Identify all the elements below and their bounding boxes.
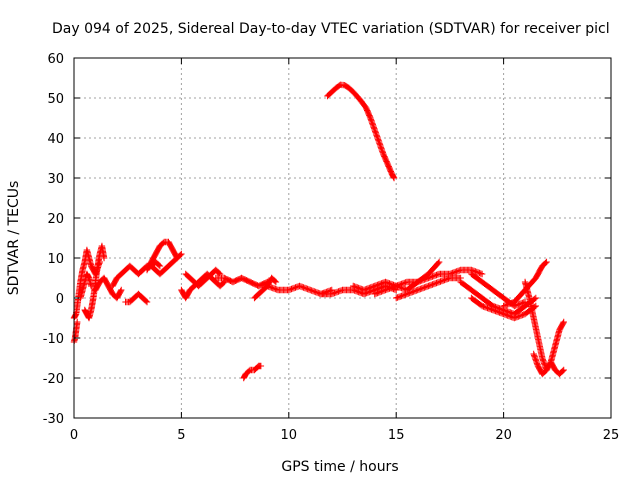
x-tick-label: 25 [603, 428, 620, 443]
data-series-arc-20 [393, 274, 464, 302]
y-tick-label: 60 [47, 52, 64, 67]
data-series-arc-17 [324, 81, 398, 182]
data-series-arc-14 [251, 274, 280, 302]
y-tick-label: 0 [56, 292, 64, 307]
y-tick-label: -30 [43, 412, 64, 427]
data-series-arc-09 [148, 250, 185, 278]
y-tick-label: 20 [47, 212, 64, 227]
data-series-arc-13 [240, 362, 265, 382]
data-series-arc-26 [530, 350, 567, 378]
y-tick-label: 40 [47, 132, 64, 147]
data-series-arc-04 [77, 270, 95, 302]
data-series-arc-07 [122, 290, 151, 306]
data-series-arc-12 [212, 274, 271, 290]
y-tick-label: -10 [43, 332, 64, 347]
data-series-arc-25 [521, 278, 550, 374]
data-series-arc-05 [92, 274, 125, 302]
data-series-arc-19 [371, 266, 486, 298]
x-tick-label: 5 [177, 428, 185, 443]
x-axis-label: GPS time / hours [281, 459, 398, 475]
y-axis-ticks: -30 -20 -10 0 10 20 30 40 50 60 [43, 52, 611, 427]
x-axis-ticks: 0 5 10 15 20 25 [70, 58, 619, 443]
x-tick-label: 0 [70, 428, 78, 443]
y-axis-label: SDTVAR / TECUs [6, 181, 22, 296]
data-points [70, 81, 567, 382]
data-series-arc-15 [264, 282, 335, 298]
data-series-arc-11 [182, 266, 224, 290]
data-series-arc-06 [109, 258, 164, 290]
y-tick-label: 10 [47, 252, 64, 267]
data-series-arc-27 [547, 318, 567, 366]
data-series-arc-02 [70, 318, 81, 346]
y-tick-label: -20 [43, 372, 64, 387]
y-tick-label: 30 [47, 172, 64, 187]
x-tick-label: 15 [388, 428, 405, 443]
grid-lines [74, 58, 611, 418]
y-tick-label: 50 [47, 92, 64, 107]
x-tick-label: 10 [281, 428, 298, 443]
data-series-arc-08 [143, 238, 181, 274]
chart-title: Day 094 of 2025, Sidereal Day-to-day VTE… [52, 21, 610, 37]
x-tick-label: 20 [495, 428, 512, 443]
plot-frame [73, 57, 612, 419]
